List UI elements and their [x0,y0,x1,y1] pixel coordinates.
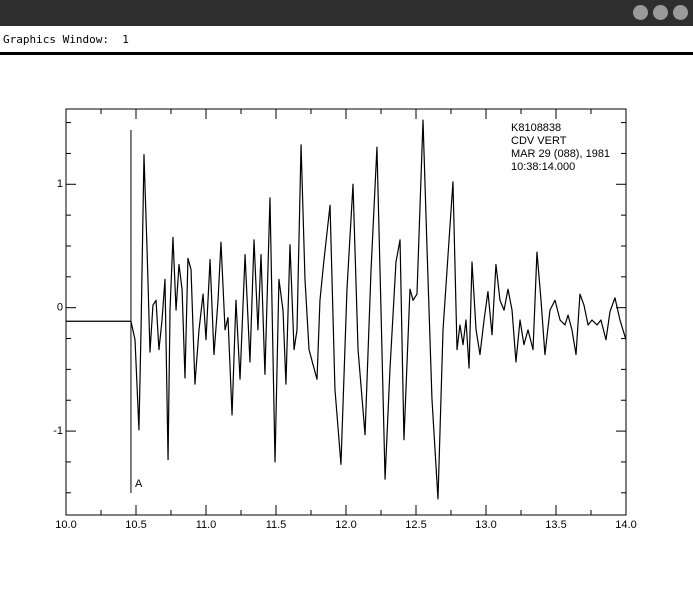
maximize-button[interactable] [653,5,668,20]
x-tick-label: 13.0 [475,519,496,531]
x-tick-label: 11.0 [196,519,217,531]
waveform [66,119,627,500]
x-tick-label: 10.5 [125,519,146,531]
window-header: Graphics Window: 1 [0,26,693,52]
y-tick-label: -1 [53,425,63,437]
separator [0,52,693,55]
annotation: CDV VERT [511,135,567,147]
minimize-button[interactable] [633,5,648,20]
annotation: K8108838 [511,122,561,134]
y-tick-label: 0 [57,302,63,314]
x-tick-label: 13.5 [545,519,566,531]
pick-label: A [135,478,143,490]
x-tick-label: 12.0 [335,519,356,531]
x-tick-label: 10.0 [55,519,76,531]
y-tick-label: 1 [57,178,63,190]
close-button[interactable] [673,5,688,20]
annotation: 10:38:14.000 [511,161,575,173]
x-tick-label: 11.5 [266,519,287,531]
annotation: MAR 29 (088), 1981 [511,148,610,160]
title-bar [0,0,693,26]
window-title: Graphics Window: 1 [3,33,129,46]
x-tick-label: 14.0 [615,519,636,531]
x-tick-label: 12.5 [405,519,426,531]
